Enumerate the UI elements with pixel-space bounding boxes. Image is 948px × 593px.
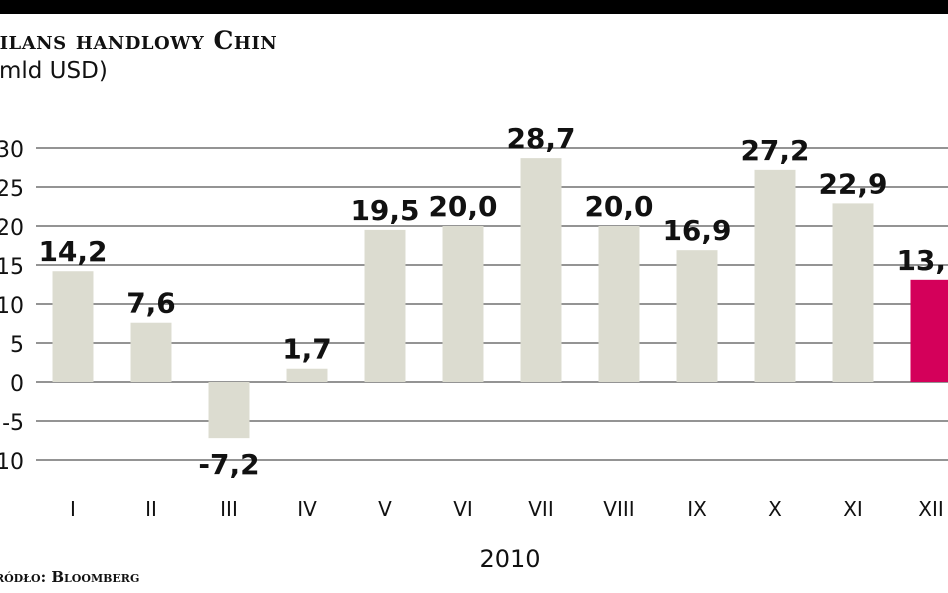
x-tick-label: III [220,497,238,521]
x-tick-label: VII [528,497,553,521]
value-label: 13,1 [896,244,948,277]
value-label: 28,7 [506,122,575,155]
y-tick-label: 5 [10,333,24,358]
x-tick-label: II [145,497,157,521]
value-label: 1,7 [282,333,332,366]
x-tick-label: IX [687,497,707,521]
x-tick-label: VI [453,497,473,521]
value-label: 22,9 [818,167,887,200]
y-tick-label: 25 [0,177,24,202]
x-tick-label: IV [297,497,317,521]
x-axis-label: 2010 [479,545,540,573]
value-labels: 14,2 7,6 -7,2 1,7 19,5 20,0 28,7 20,0 16,9 27,2 22… [38,122,948,481]
value-label: 19,5 [350,194,419,227]
x-tick-label: XI [843,497,863,521]
value-label: 7,6 [126,287,176,320]
y-tick-label: 15 [0,255,24,280]
grid-layer [36,147,948,461]
x-tick-label: I [70,497,76,521]
x-tick-label: X [768,497,782,521]
top-bar [0,0,948,14]
y-tick-label: -5 [2,411,24,436]
y-tick-label: 30 [0,138,24,163]
bar [676,250,718,382]
bar [130,322,172,382]
y-tick-label: 20 [0,216,24,241]
value-label: -7,2 [198,448,259,481]
bar [52,271,94,382]
y-tick-labels: -10 -5 0 5 10 15 20 25 30 [0,138,24,475]
source-note: Źródło: Bloomberg [0,568,140,586]
bars [52,158,948,439]
value-label: 20,0 [428,190,497,223]
y-tick-label: 10 [0,294,24,319]
chart-subtitle: (mld USD) [0,58,108,84]
y-tick-label: -10 [0,450,24,475]
bar [208,382,250,439]
value-label: 20,0 [584,190,653,223]
x-tick-label: V [378,497,392,521]
value-label: 16,9 [662,214,731,247]
bar [520,158,562,382]
value-label: 14,2 [38,235,107,268]
x-tick-labels: I II III IV V VI VII VIII IX X XI XII [70,497,944,521]
bar [832,203,874,382]
chart-title: Bilans handlowy Chin [0,26,278,55]
bar [364,229,406,382]
x-tick-label: XII [918,497,944,521]
bar [598,226,640,382]
bar [442,226,484,382]
y-tick-label: 0 [10,372,24,397]
bar [754,169,796,382]
x-tick-label: VIII [603,497,634,521]
value-label: 27,2 [740,134,809,167]
bar [910,279,948,382]
bar [286,368,328,382]
